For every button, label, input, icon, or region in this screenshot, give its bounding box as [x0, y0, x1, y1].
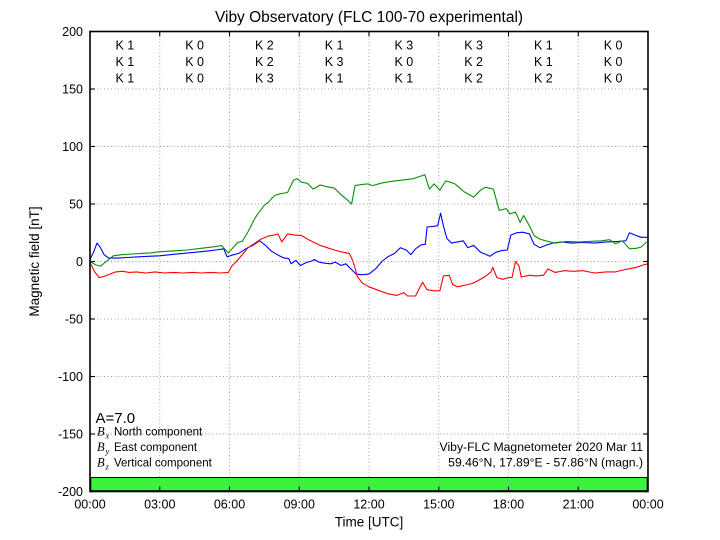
series-by-east-component: [89, 233, 649, 297]
k-index-label: K 2: [464, 55, 483, 69]
k-index-label: K 0: [394, 55, 413, 69]
k-index-label: K 0: [185, 72, 204, 86]
a-index-annotation: A=7.0: [96, 410, 136, 427]
x-tick-label: 12:00: [353, 498, 384, 512]
k-index-label: K 1: [394, 72, 413, 86]
y-tick-label: -50: [65, 313, 83, 327]
x-tick-label: 09:00: [284, 498, 315, 512]
x-tick-label: 00:00: [74, 498, 105, 512]
x-tick-label: 15:00: [423, 498, 454, 512]
k-index-label: K 0: [604, 39, 623, 53]
legend-label: East component: [114, 442, 198, 454]
chart-series-layer: [89, 174, 649, 297]
x-tick-label: 21:00: [563, 498, 594, 512]
series-bz-vertical-component: [89, 174, 648, 267]
legend-symbol-subscript: y: [105, 446, 110, 456]
k-index-label: K 1: [325, 72, 344, 86]
x-tick-label: 03:00: [144, 498, 175, 512]
legend-symbol: B: [97, 455, 105, 469]
k-index-label: K 1: [534, 39, 553, 53]
k-index-label: K 0: [604, 55, 623, 69]
legend-symbol-subscript: x: [105, 431, 110, 441]
x-tick-label: 00:00: [632, 498, 663, 512]
series-bx-north-component: [89, 212, 648, 276]
k-index-label: K 1: [115, 55, 134, 69]
legend-symbol-subscript: z: [105, 461, 110, 471]
k-index-label: K 0: [185, 55, 204, 69]
station-info-line1: Viby-FLC Magnetometer 2020 Mar 11: [440, 440, 644, 454]
y-tick-label: 0: [76, 255, 83, 269]
legend-label: Vertical component: [114, 457, 213, 469]
k-index-label: K 2: [255, 39, 274, 53]
y-tick-label: 200: [62, 25, 83, 39]
x-axis-label: Time [UTC]: [335, 515, 404, 530]
k-index-label: K 1: [325, 39, 344, 53]
axes-frame: [89, 30, 649, 493]
legend-symbol: B: [97, 425, 105, 439]
legend-symbol: B: [97, 440, 105, 454]
k-index-label: K 3: [325, 55, 344, 69]
chart-title: Viby Observatory (FLC 100-70 experimenta…: [215, 9, 523, 26]
x-tick-label: 06:00: [214, 498, 245, 512]
k-index-label: K 3: [394, 39, 413, 53]
y-tick-label: -200: [58, 485, 83, 499]
y-tick-label: 150: [62, 83, 83, 97]
k-index-label: K 3: [464, 39, 483, 53]
k-index-label: K 0: [604, 72, 623, 86]
k-index-label: K 2: [255, 55, 274, 69]
y-tick-label: 50: [69, 198, 83, 212]
k-index-label: K 2: [534, 72, 553, 86]
x-tick-label: 18:00: [493, 498, 524, 512]
k-index-label: K 1: [534, 55, 553, 69]
y-tick-label: -100: [58, 370, 83, 384]
y-tick-label: -150: [58, 428, 83, 442]
k-index-label: K 2: [464, 72, 483, 86]
k-index-label: K 1: [115, 39, 134, 53]
y-axis-label: Magnetic field [nT]: [27, 206, 42, 316]
k-index-label: K 0: [185, 39, 204, 53]
k-index-label: K 3: [255, 72, 274, 86]
station-info-line2: 59.46°N, 17.89°E - 57.86°N (magn.): [448, 456, 643, 470]
y-tick-label: 100: [62, 140, 83, 154]
legend-label: North component: [114, 427, 203, 439]
k-index-label: K 1: [115, 72, 134, 86]
